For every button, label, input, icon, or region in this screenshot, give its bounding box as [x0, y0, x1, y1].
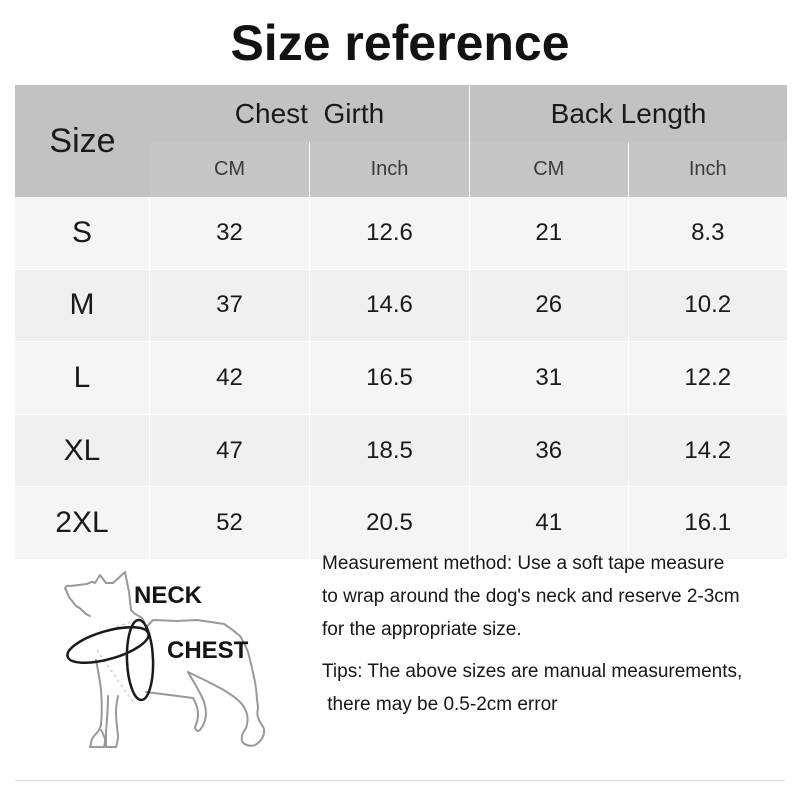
- svg-text:CHEST: CHEST: [167, 637, 249, 664]
- svg-text:NECK: NECK: [134, 582, 203, 609]
